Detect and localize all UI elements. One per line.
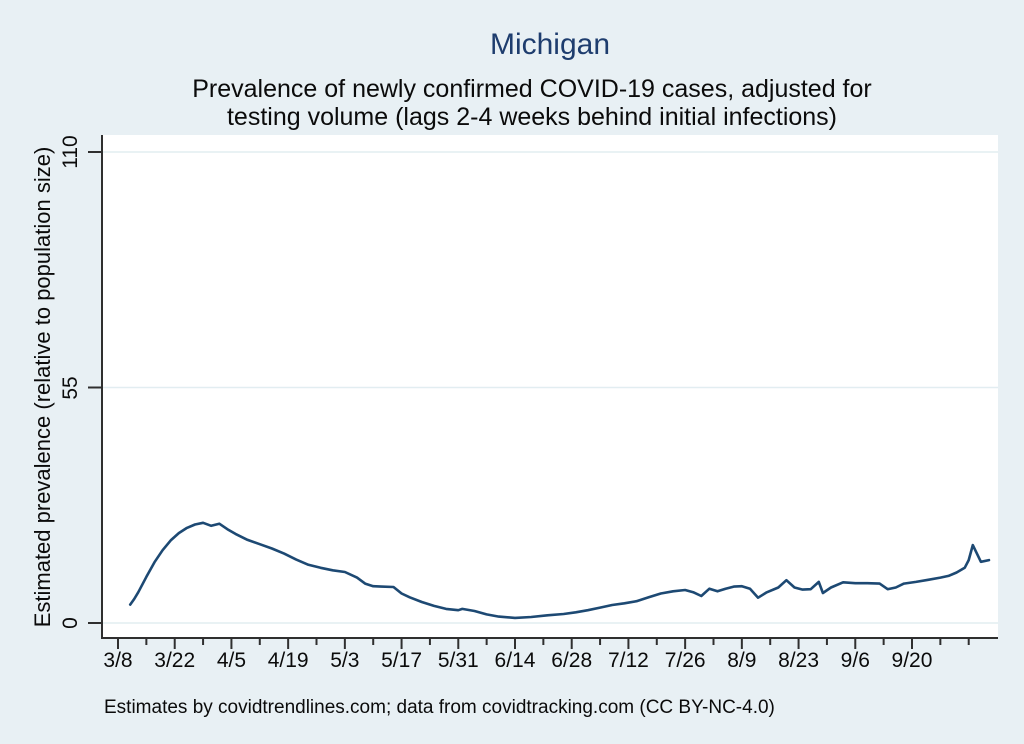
x-tick-label: 5/31: [437, 649, 479, 672]
y-tick-label: 55: [59, 375, 82, 400]
x-tick-label: 4/19: [267, 649, 309, 672]
x-tick-label: 7/26: [664, 649, 706, 672]
x-tick-label: 6/14: [494, 649, 536, 672]
x-tick-label: 3/8: [103, 649, 133, 672]
x-tick-label: 5/3: [330, 649, 360, 672]
x-tick-label: 7/12: [607, 649, 649, 672]
x-tick-label: 3/22: [154, 649, 196, 672]
x-tick-label: 8/9: [727, 649, 757, 672]
x-tick-label: 9/20: [891, 649, 933, 672]
x-tick-label: 6/28: [551, 649, 593, 672]
chart-caption: Estimates by covidtrendlines.com; data f…: [104, 697, 775, 718]
y-tick-label: 0: [59, 617, 82, 629]
x-tick-label: 8/23: [778, 649, 819, 672]
x-tick-label: 4/5: [216, 649, 247, 672]
y-tick-label: 110: [59, 135, 82, 169]
chart-title: Michigan: [489, 28, 611, 61]
x-tick-label: 5/17: [381, 649, 422, 672]
prevalence-line: [128, 521, 991, 620]
chart-subtitle: Prevalence of newly confirmed COVID-19 c…: [62, 75, 1002, 131]
x-tick-label: 9/6: [840, 649, 870, 672]
chart-subtitle-line1: Prevalence of newly confirmed COVID-19 c…: [192, 75, 872, 103]
plot-area: [102, 135, 998, 638]
chart-subtitle-line2: testing volume (lags 2-4 weeks behind in…: [226, 103, 838, 131]
